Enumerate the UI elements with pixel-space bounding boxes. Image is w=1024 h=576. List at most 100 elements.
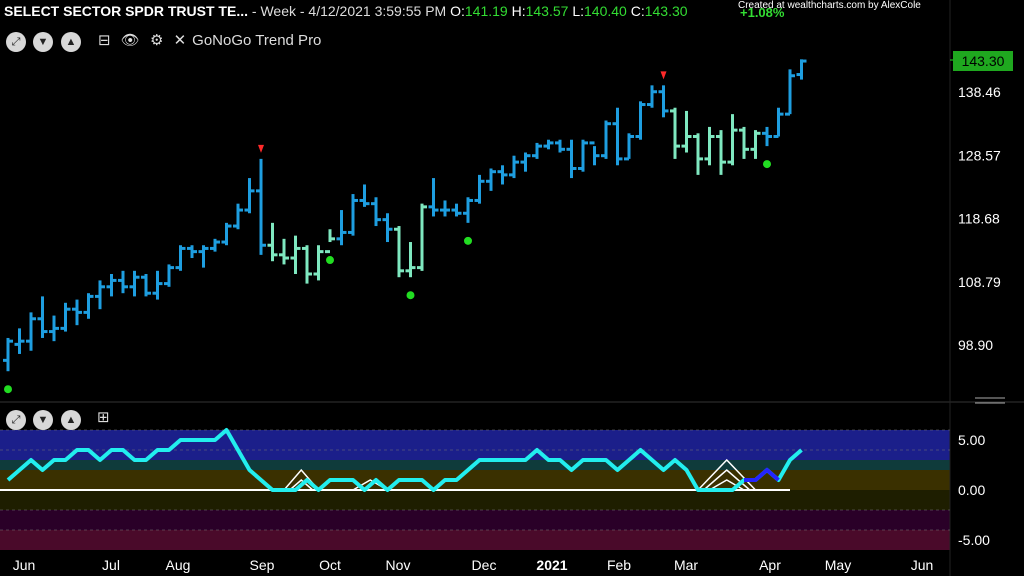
price-bar (428, 178, 439, 217)
change-percent: +1.08% (740, 5, 785, 20)
osc-scroll-up-icon[interactable]: ▲ (61, 410, 81, 430)
x-month-label: Aug (166, 557, 191, 573)
price-bar (336, 210, 347, 246)
price-tick-label: 128.57 (958, 147, 1001, 163)
price-bar (187, 245, 197, 259)
price-bar (302, 245, 312, 284)
price-bar (371, 197, 381, 227)
price-bar (543, 139, 554, 150)
osc-band-strong-go (0, 430, 950, 460)
price-bar (175, 245, 186, 271)
high-value: 143.57 (525, 3, 569, 19)
price-bar (26, 312, 36, 351)
price-bar (750, 130, 761, 159)
price-bar (129, 270, 140, 297)
open-label: O: (450, 3, 465, 19)
price-bar (612, 107, 623, 166)
nogo-signal-arrow (258, 144, 264, 153)
price-bar (267, 222, 278, 262)
osc-tick-label: 5.00 (958, 432, 985, 448)
price-bar (141, 274, 151, 297)
price-bar (14, 328, 25, 354)
price-bar (463, 197, 473, 223)
price-bar (233, 203, 243, 230)
x-month-label: Feb (607, 557, 631, 573)
price-bar (3, 337, 13, 372)
price-bar (37, 296, 48, 338)
price-bar (555, 139, 565, 153)
x-month-label: Oct (319, 557, 341, 573)
x-month-label: Jun (911, 557, 934, 573)
price-bar (152, 270, 163, 300)
price-bar (95, 280, 105, 310)
price-bar (566, 139, 577, 179)
osc-tick-label: 0.00 (958, 482, 985, 498)
price-bar (601, 120, 611, 159)
price-bar (382, 213, 393, 243)
chart-header: SELECT SECTOR SPDR TRUST TE... - Week - … (4, 3, 688, 19)
nogo-signal-arrow (660, 71, 667, 80)
osc-tick-label: -5.00 (958, 532, 990, 548)
price-bar (221, 222, 232, 246)
price-bar (394, 226, 404, 278)
price-bar (785, 69, 795, 116)
osc-band-neutral-up (0, 470, 950, 490)
price-bar (83, 293, 94, 319)
price-bar (635, 101, 646, 140)
go-signal-dot (406, 291, 415, 300)
collapse-icon[interactable]: ⊟ (98, 32, 111, 49)
price-bar (60, 302, 71, 332)
x-month-label: Dec (472, 557, 497, 573)
price-tick-label: 98.90 (958, 337, 993, 353)
osc-line (6, 428, 803, 492)
price-bar (670, 107, 680, 159)
price-bar (704, 126, 715, 166)
expand-icon[interactable]: ⤢ (6, 32, 26, 52)
symbol-name: SELECT SECTOR SPDR TRUST TE... (4, 3, 248, 19)
osc-scroll-down-icon[interactable]: ▼ (33, 410, 53, 430)
price-bar (417, 203, 427, 271)
price-bars (3, 59, 807, 372)
price-bar (739, 126, 749, 159)
price-bar (681, 110, 692, 153)
price-bar (279, 238, 289, 265)
osc-expand-icon[interactable]: ⤢ (6, 410, 26, 430)
price-bar (210, 238, 220, 252)
price-bar (497, 165, 508, 185)
price-bar (693, 133, 703, 175)
price-bar (716, 130, 726, 175)
x-month-label: Jun (13, 557, 36, 573)
price-bar (773, 107, 784, 139)
gear-icon[interactable]: ⚙ (149, 32, 164, 49)
go-signal-dot (326, 256, 334, 265)
price-bar (624, 133, 634, 161)
price-bar (589, 141, 600, 166)
price-bar (72, 299, 82, 326)
price-bar (762, 126, 772, 147)
go-signal-dot (763, 160, 771, 169)
eye-icon[interactable]: 👁 (120, 32, 140, 49)
price-bar (796, 59, 807, 80)
go-signal-dot (4, 385, 12, 394)
osc-add-icon[interactable]: ⊞ (97, 409, 110, 426)
price-bar (509, 155, 519, 179)
price-bar (474, 174, 485, 204)
price-bar (348, 194, 358, 236)
scroll-up-icon[interactable]: ▲ (61, 32, 81, 52)
price-bar (405, 242, 416, 278)
price-bar (359, 184, 370, 207)
price-bar (290, 235, 301, 275)
price-bar (244, 178, 255, 214)
period-label: - Week - 4/12/2021 3:59:55 PM (251, 3, 447, 19)
low-value: 140.40 (584, 3, 627, 19)
price-bar (106, 274, 117, 297)
signal-markers (4, 71, 771, 394)
price-bar (727, 114, 738, 166)
scroll-down-icon[interactable]: ▼ (33, 32, 53, 52)
close-icon[interactable]: ✕ (173, 32, 187, 49)
price-bar (451, 203, 462, 217)
price-bar (520, 152, 531, 172)
price-tick-label: 108.79 (958, 274, 1001, 290)
open-value: 141.19 (464, 3, 508, 19)
